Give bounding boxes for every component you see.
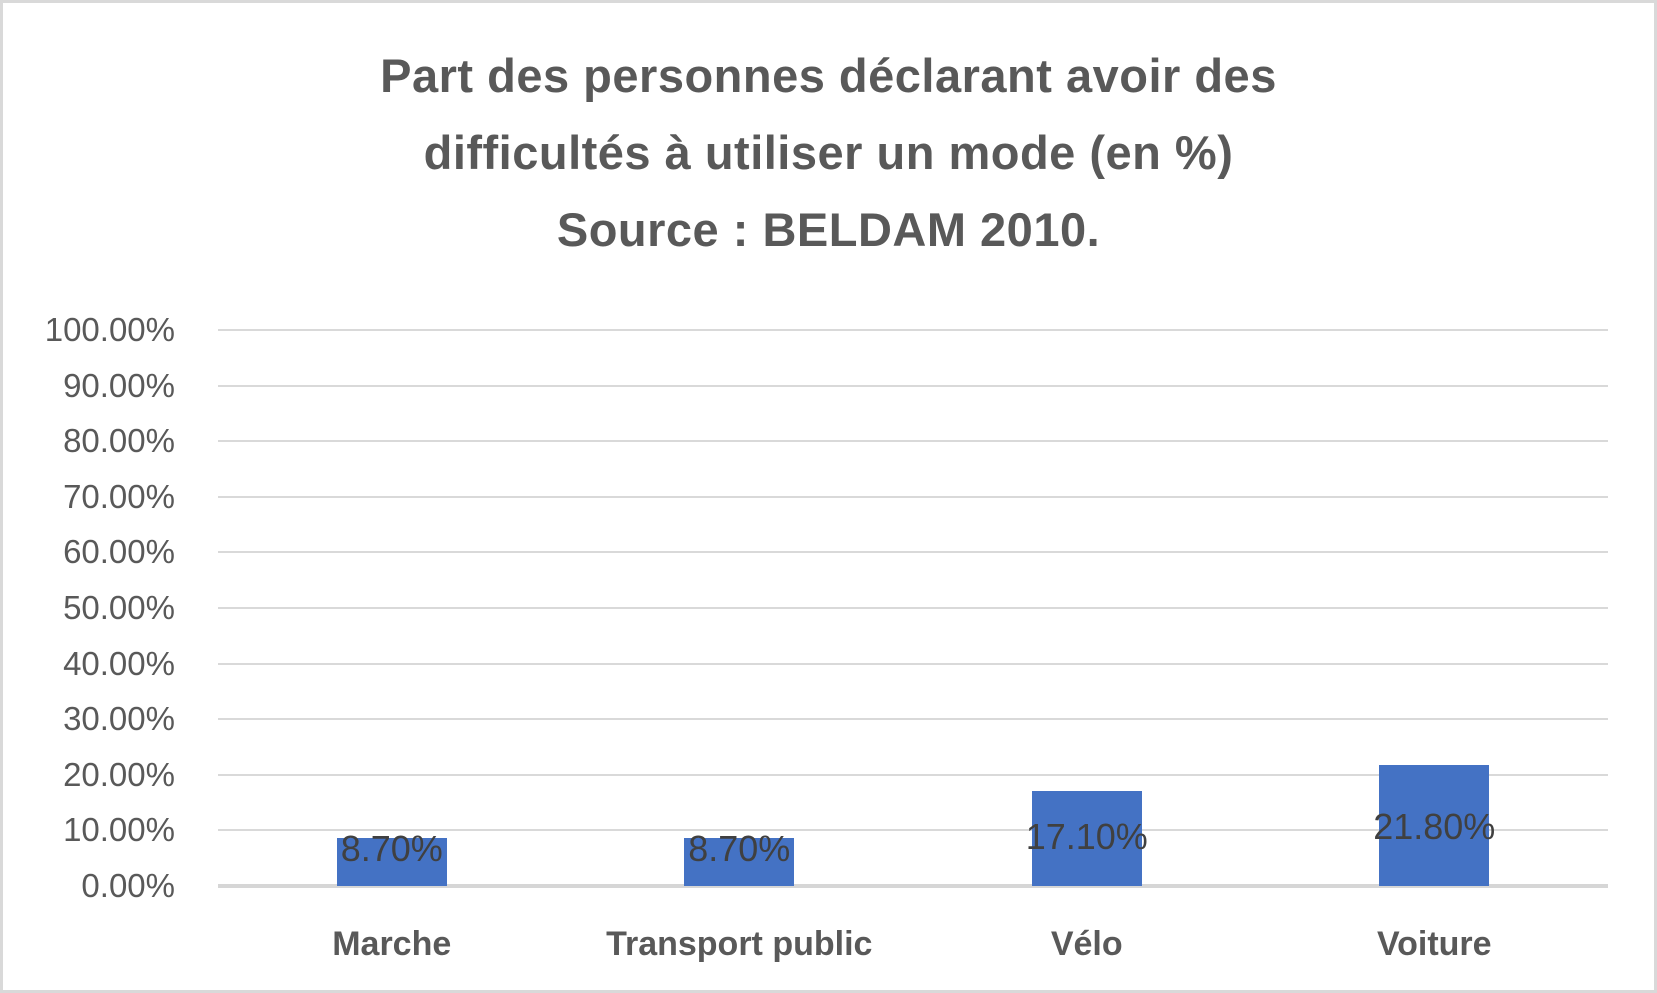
chart-title-line-2: difficultés à utiliser un mode (en %): [423, 126, 1234, 179]
data-label-voiture: 21.80%: [1373, 805, 1496, 847]
category-label-voiture: Voiture: [1376, 925, 1492, 963]
chart-title: Part des personnes déclarant avoir des d…: [3, 37, 1654, 268]
bar-voiture: 21.80%: [1373, 764, 1495, 886]
y-tick-label-50: 50.00%: [63, 589, 175, 626]
gridline-100: [218, 329, 1608, 331]
data-label-transport-public: 8.70%: [688, 827, 791, 869]
y-tick-label-10: 10.00%: [63, 811, 175, 849]
chart-title-line-3: Source : BELDAM 2010.: [556, 203, 1101, 256]
y-tick-label-60: 60.00%: [63, 533, 175, 571]
category-label-transport-public: Transport public: [606, 925, 873, 963]
y-tick-label-80: 80.00%: [63, 422, 175, 460]
category-label-marche: Marche: [332, 925, 452, 963]
x-axis: Marche Transport public Vélo Voiture: [218, 925, 1608, 975]
y-tick-label-40: 40.00%: [63, 644, 175, 682]
y-tick-label-70: 70.00%: [63, 477, 175, 515]
gridline-90: [218, 384, 1608, 387]
gridline-40: [218, 662, 1608, 665]
bar-transport-public: 8.70%: [684, 828, 795, 886]
y-axis: 0.00% 10.00% 20.00% 30.00% 40.00% 50.00% 60.00…: [33, 311, 175, 904]
gridline-80: [218, 440, 1608, 443]
category-label-vélo: Vélo: [1050, 925, 1123, 963]
y-tick-label-100: 100.00%: [44, 311, 175, 348]
chart-title-line-1: Part des personnes déclarant avoir des: [380, 49, 1277, 102]
gridline-50: [218, 607, 1608, 609]
bar-marche: 8.70%: [336, 828, 447, 886]
bar-vélo: 17.10%: [1026, 790, 1148, 886]
y-tick-label-0: 0.00%: [81, 867, 175, 904]
x-axis-line: [218, 884, 1608, 888]
y-tick-label-30: 30.00%: [63, 700, 175, 738]
y-tick-label-20: 20.00%: [63, 755, 175, 793]
data-label-vélo: 17.10%: [1025, 815, 1148, 857]
y-tick-label-90: 90.00%: [63, 366, 175, 404]
data-label-marche: 8.70%: [340, 827, 443, 869]
gridline-60: [218, 551, 1608, 554]
plot-area: 8.70% 8.70% 17.10% 21.80%: [218, 329, 1608, 888]
gridline-30: [218, 718, 1608, 721]
gridline-70: [218, 495, 1608, 498]
gridline-20: [218, 773, 1608, 776]
gridline-10: [218, 829, 1608, 832]
